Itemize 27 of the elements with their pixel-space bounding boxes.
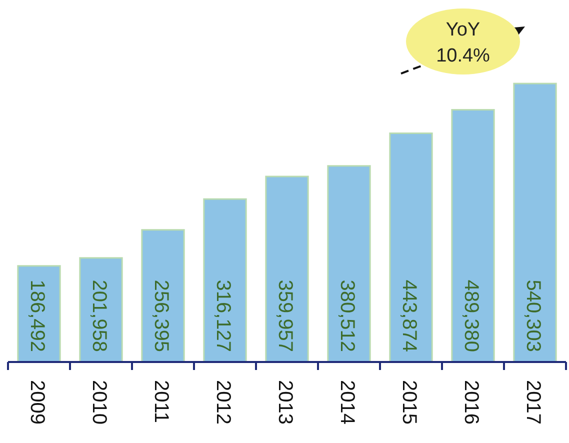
bar	[265, 176, 309, 363]
x-tick-label: 2016	[460, 380, 482, 424]
data-label: 380,512	[336, 280, 358, 352]
bar	[513, 82, 557, 363]
data-label: 359,957	[274, 280, 296, 352]
bar	[141, 229, 185, 363]
bar	[451, 109, 495, 363]
bar	[389, 132, 433, 363]
data-label: 186,492	[26, 280, 48, 352]
data-label: 489,380	[460, 280, 482, 352]
bar	[327, 165, 371, 363]
x-tick-label: 2013	[274, 380, 296, 424]
x-tick-label: 2009	[26, 380, 48, 424]
x-tick-label: 2015	[398, 380, 420, 424]
data-label: 443,874	[398, 280, 420, 352]
x-tick-label: 2011	[150, 380, 172, 424]
data-label: 316,127	[212, 280, 234, 352]
data-label: 201,958	[88, 280, 110, 352]
x-tick-label: 2017	[522, 380, 544, 424]
x-tick-label: 2012	[212, 380, 234, 424]
x-tick-label: 2014	[336, 380, 358, 424]
x-tick-label: 2010	[88, 380, 110, 424]
data-label: 540,303	[522, 280, 544, 352]
annotation: YoY 10.4%	[436, 20, 490, 67]
bar	[203, 198, 247, 363]
data-label: 256,395	[150, 280, 172, 352]
bar	[79, 257, 123, 363]
